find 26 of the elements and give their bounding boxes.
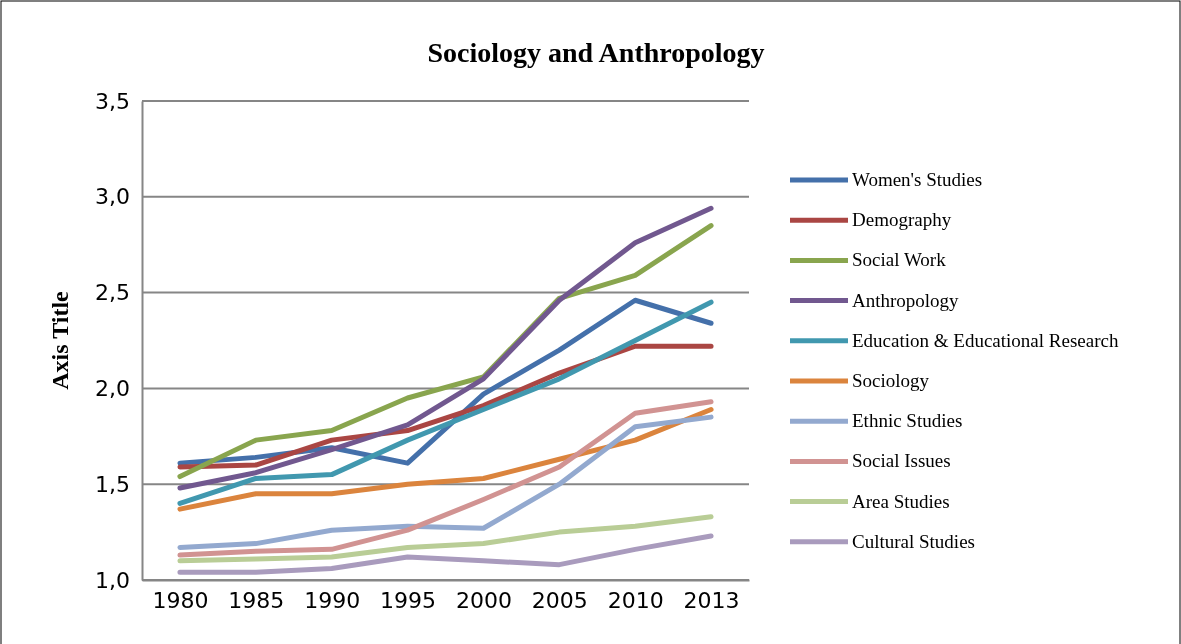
y-tick-label: 2,5 [95, 280, 130, 306]
y-tick-label: 1,0 [95, 567, 130, 593]
y-tick-label: 3,5 [95, 88, 130, 114]
legend-label: Demography [852, 209, 952, 231]
legend-label: Anthropology [852, 289, 960, 311]
y-axis-title: Axis Title [47, 290, 73, 390]
x-tick-label: 1985 [228, 587, 285, 613]
legend-label: Area Studies [852, 490, 950, 512]
legend-label: Education & Educational Research [852, 329, 1119, 351]
x-tick-label: 2010 [607, 587, 664, 613]
x-tick-label: 2005 [531, 587, 588, 613]
x-tick-label: 2013 [683, 587, 740, 613]
x-tick-label: 1995 [380, 587, 437, 613]
legend-label: Ethnic Studies [852, 410, 963, 432]
x-tick-label: 1990 [304, 587, 361, 613]
y-tick-label: 2,0 [95, 375, 130, 401]
chart-title: Sociology and Anthropology [427, 37, 765, 68]
legend-label: Social Work [852, 249, 947, 271]
legend-label: Sociology [852, 370, 930, 391]
legend-label: Women's Studies [852, 169, 983, 190]
legend-label: Cultural Studies [852, 530, 975, 552]
y-tick-label: 1,5 [95, 471, 130, 497]
legend-label: Social Issues [852, 450, 951, 472]
x-tick-label: 1980 [152, 587, 209, 613]
x-tick-label: 2000 [455, 587, 512, 613]
y-tick-label: 3,0 [95, 184, 130, 210]
